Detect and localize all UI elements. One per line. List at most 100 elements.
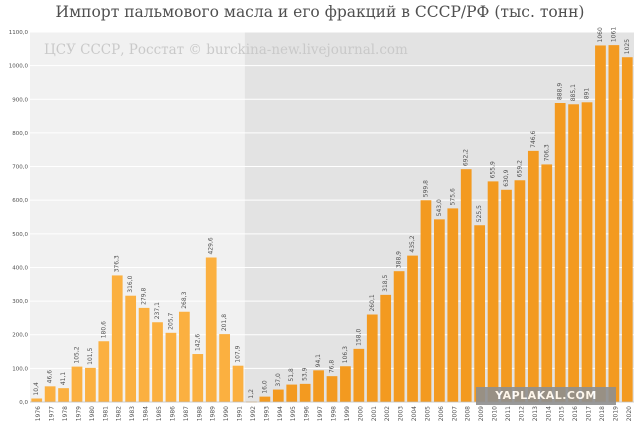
x-tick-label: 2011 xyxy=(505,406,512,421)
x-tick-label: 1988 xyxy=(196,406,203,421)
bar-value-label: 692,2 xyxy=(463,149,470,166)
bar-value-label: 279,8 xyxy=(141,288,148,305)
x-tick-label: 1985 xyxy=(156,406,163,421)
x-tick-label: 2009 xyxy=(478,406,485,421)
bar-value-label: 205,7 xyxy=(167,312,174,329)
bar xyxy=(568,104,579,402)
x-tick-label: 2004 xyxy=(411,406,418,421)
x-tick-label: 2019 xyxy=(612,406,619,421)
x-tick-label: 1999 xyxy=(344,406,351,421)
x-tick-label: 1981 xyxy=(102,406,109,421)
bar-value-label: 107,9 xyxy=(235,345,242,362)
x-tick-label: 2007 xyxy=(451,406,458,421)
bar xyxy=(259,396,271,402)
y-tick-label: 0,0 xyxy=(19,400,28,406)
x-tick-label: 2002 xyxy=(384,406,391,421)
bar xyxy=(299,383,311,402)
bar xyxy=(272,389,284,402)
bar-value-label: 376,3 xyxy=(114,255,121,272)
bar xyxy=(205,257,217,402)
bar xyxy=(621,57,633,403)
bar-value-label: 435,2 xyxy=(409,235,416,252)
bar-value-label: 105,2 xyxy=(73,346,80,363)
y-tick-label: 500,0 xyxy=(12,232,28,238)
y-tick-label: 700,0 xyxy=(12,165,28,171)
x-tick-label: 2001 xyxy=(371,406,378,421)
bar xyxy=(232,365,244,402)
bar-value-label: 1061 xyxy=(610,27,617,42)
x-tick-label: 2005 xyxy=(424,406,431,421)
bar-value-label: 599,8 xyxy=(422,180,429,197)
bar-value-label: 158,0 xyxy=(355,328,362,345)
x-tick-label: 1994 xyxy=(277,406,284,421)
x-tick-label: 1995 xyxy=(290,406,297,421)
x-tick-label: 1996 xyxy=(304,406,311,421)
watermark-logo: YAPLAKAL.COM xyxy=(476,387,616,405)
x-tick-label: 1980 xyxy=(89,406,96,421)
bar xyxy=(192,354,204,402)
y-tick-label: 1000,0 xyxy=(9,64,29,70)
x-tick-label: 1979 xyxy=(75,406,82,421)
bar-value-label: 318,5 xyxy=(382,275,389,292)
bar xyxy=(58,388,69,402)
bar xyxy=(219,334,230,402)
bar xyxy=(340,366,351,402)
x-tick-label: 2017 xyxy=(586,406,593,421)
bar xyxy=(474,225,486,402)
bar xyxy=(434,219,445,402)
bar xyxy=(165,332,177,402)
bar-value-label: 543,0 xyxy=(436,199,443,216)
bar xyxy=(380,294,392,402)
bar xyxy=(514,180,526,402)
x-tick-label: 1987 xyxy=(183,406,190,421)
bar xyxy=(420,200,432,402)
bar-value-label: 888,9 xyxy=(557,83,564,100)
y-tick-label: 1100,0 xyxy=(9,30,29,36)
bar-value-label: 659,2 xyxy=(516,160,523,177)
bar-value-label: 525,5 xyxy=(476,205,483,222)
x-tick-label: 2003 xyxy=(398,406,405,421)
bar xyxy=(152,322,163,402)
bar-value-label: 51,8 xyxy=(288,368,295,382)
x-tick-label: 1993 xyxy=(263,406,270,421)
y-tick-label: 600,0 xyxy=(12,198,28,204)
bar xyxy=(541,164,553,402)
x-tick-label: 2018 xyxy=(599,406,606,421)
bar-value-label: 1060 xyxy=(597,27,604,42)
x-tick-label: 1984 xyxy=(143,406,150,421)
bar xyxy=(313,370,324,402)
bar-value-label: 94,1 xyxy=(315,354,322,368)
bar xyxy=(98,341,110,402)
bar xyxy=(460,169,472,402)
bar-value-label: 101,5 xyxy=(87,347,94,364)
bar-value-label: 76,8 xyxy=(329,360,336,374)
x-tick-label: 1992 xyxy=(250,406,257,421)
bar-value-label: 260,1 xyxy=(369,294,376,311)
bar-value-label: 891 xyxy=(584,88,591,100)
x-tick-label: 1997 xyxy=(317,406,324,421)
bar-value-label: 237,1 xyxy=(154,302,161,319)
bar xyxy=(487,181,499,402)
chart-title: Импорт пальмового масла и его фракций в … xyxy=(55,3,585,21)
x-tick-label: 1982 xyxy=(116,406,123,421)
bar-value-label: 706,3 xyxy=(543,144,550,161)
bar xyxy=(286,384,298,402)
bar-value-label: 201,8 xyxy=(221,314,228,331)
y-tick-label: 900,0 xyxy=(12,97,28,103)
bar xyxy=(501,189,512,402)
bar xyxy=(85,367,96,402)
x-tick-label: 2006 xyxy=(438,406,445,421)
bar xyxy=(407,255,418,402)
bar-value-label: 268,3 xyxy=(181,291,188,308)
bar-value-label: 655,9 xyxy=(490,161,497,178)
y-tick-label: 800,0 xyxy=(12,131,28,137)
bar xyxy=(527,150,539,402)
bar xyxy=(353,348,365,402)
y-tick-label: 100,0 xyxy=(12,366,28,372)
bar xyxy=(31,398,43,402)
bar-value-label: 37,0 xyxy=(275,373,282,387)
x-tick-label: 1998 xyxy=(331,406,338,421)
x-tick-label: 1986 xyxy=(169,406,176,421)
x-tick-label: 2020 xyxy=(626,406,633,421)
